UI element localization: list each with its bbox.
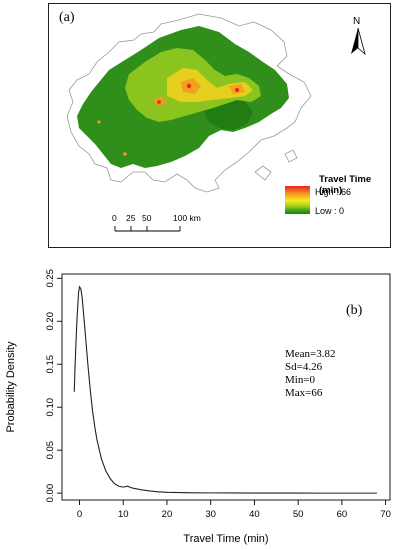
density-series-line: [73, 285, 377, 494]
travel-time-raster-peak: [153, 78, 245, 106]
chart-panel-label: (b): [346, 303, 363, 318]
x-tick-label: 10: [118, 509, 129, 520]
y-tick-label: 0.10: [45, 398, 56, 417]
island-outline: [254, 165, 272, 181]
north-arrow-icon: [351, 28, 366, 56]
travel-time-map: [66, 13, 312, 232]
y-tick-label: 0.20: [45, 312, 56, 331]
y-axis-label: Probability Density: [5, 341, 17, 433]
travel-time-raster-high: [167, 68, 253, 102]
north-arrow: N: [348, 16, 368, 56]
scale-tick-50: 50: [142, 213, 152, 223]
stat-sd: Sd=4.26: [285, 361, 323, 373]
density-chart: 0.00 0.05 0.10 0.15 0.20 0.25 0 10 20 30 40 50 60 70…: [5, 269, 391, 545]
y-tick-label: 0.15: [45, 355, 56, 374]
y-tick-label: 0.05: [45, 441, 56, 460]
legend-high-label: High : 66: [315, 187, 352, 197]
scale-tick-25: 25: [126, 213, 136, 223]
x-axis-label: Travel Time (min): [183, 533, 268, 545]
travel-time-raster-hotspot: [235, 88, 239, 92]
travel-time-map-panel: (a) N Travel Time (min) High : 66 Low : …: [48, 3, 391, 248]
x-tick-label: 60: [337, 509, 348, 520]
travel-time-raster-hotspot: [97, 120, 101, 124]
x-tick-label: 70: [380, 509, 391, 520]
travel-time-raster-hotspot: [186, 83, 192, 89]
map-panel-label: (a): [59, 10, 75, 25]
island-outline: [284, 149, 298, 163]
x-tick-label: 40: [249, 509, 260, 520]
legend-color-ramp: [285, 186, 310, 214]
scale-tick-0: 0: [112, 213, 117, 223]
x-tick-label: 20: [162, 509, 173, 520]
y-tick-label: 0.00: [45, 484, 56, 503]
north-label: N: [353, 16, 361, 27]
x-axis: 0 10 20 30 40 50 60 70: [77, 500, 391, 520]
y-axis: 0.00 0.05 0.10 0.15 0.20 0.25: [45, 269, 62, 502]
region-outline: [66, 13, 312, 193]
travel-time-raster-hotspot: [157, 100, 161, 104]
scale-bar: [114, 226, 181, 232]
stat-max: Max=66: [285, 387, 323, 399]
x-tick-label: 50: [293, 509, 304, 520]
scale-tick-100: 100 km: [173, 213, 201, 223]
plot-frame: [61, 273, 391, 501]
travel-time-raster-hotspot: [123, 152, 127, 156]
legend-title: Travel Time (min): [319, 174, 372, 196]
x-tick-label: 30: [205, 509, 216, 520]
x-tick-label: 0: [77, 509, 82, 520]
legend-low-label: Low : 0: [315, 206, 345, 216]
stat-mean: Mean=3.82: [285, 348, 336, 360]
y-tick-label: 0.25: [45, 269, 56, 288]
stat-min: Min=0: [285, 374, 316, 386]
